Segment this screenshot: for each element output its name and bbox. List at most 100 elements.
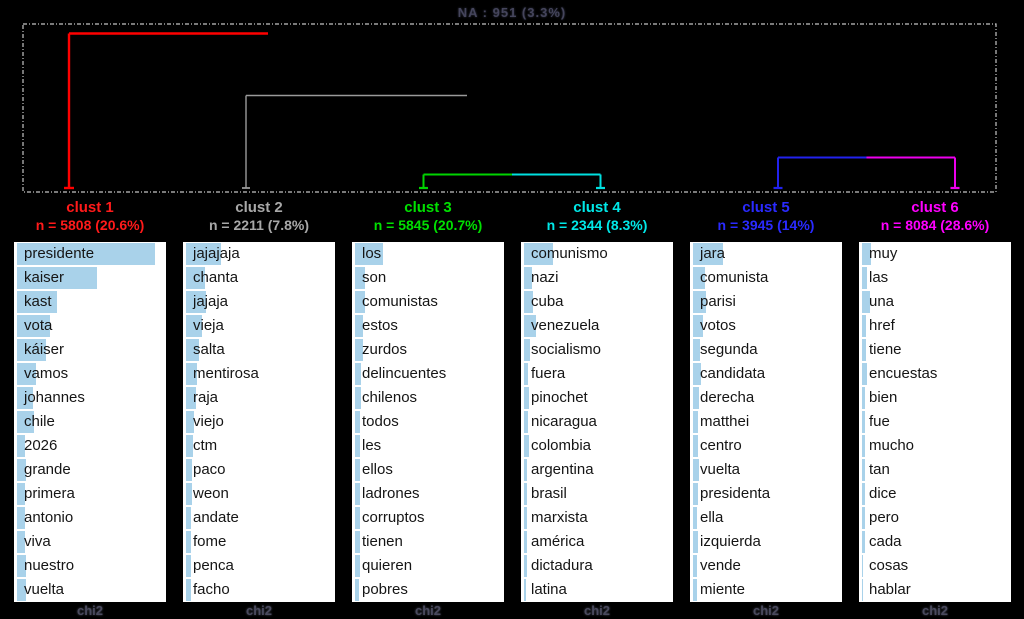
term-chi2-bar [186,507,191,529]
term-chi2-bar [524,363,528,385]
term-chi2-bar [355,339,363,361]
dendrogram [22,23,997,193]
cluster-n-label: n = 5845 (20.7%) [373,217,483,233]
term-label: comunistas [362,293,438,310]
term-chi2-bar [355,363,361,385]
term-chi2-bar [524,435,529,457]
term-chi2-bar [524,339,530,361]
term-chi2-bar [355,483,360,505]
term-row: tiene [859,338,1011,362]
term-chi2-bar [693,435,698,457]
term-row: centro [690,434,842,458]
term-chi2-bar [693,267,705,289]
term-chi2-bar [17,339,46,361]
term-row: kaiser [14,266,166,290]
term-row: mentirosa [183,362,335,386]
term-label: presidenta [700,485,771,502]
term-row: presidente [14,242,166,266]
term-chi2-bar [186,243,221,265]
term-label: comunista [700,269,769,286]
term-row: muy [859,242,1011,266]
term-row: jajajaja [183,242,335,266]
term-row: chanta [183,266,335,290]
term-row: weon [183,482,335,506]
term-row: comunismo [521,242,673,266]
term-row: dictadura [521,554,673,578]
term-row: vamos [14,362,166,386]
term-label: votos [700,317,736,334]
dendrogram-frame [22,23,997,193]
term-row: 2026 [14,434,166,458]
cluster-title: clust 6 [911,199,959,216]
term-row: nicaragua [521,410,673,434]
term-chi2-bar [355,291,365,313]
term-row: izquierda [690,530,842,554]
term-chi2-bar [355,555,360,577]
term-chi2-bar [693,243,723,265]
term-row: candidata [690,362,842,386]
term-chi2-bar [524,243,553,265]
term-chi2-bar [862,387,865,409]
term-row: ella [690,506,842,530]
term-label: kast [24,293,52,310]
term-label: fuera [531,365,566,382]
term-chi2-bar [355,579,359,601]
term-row: penca [183,554,335,578]
term-row: zurdos [352,338,504,362]
term-chi2-bar [17,507,25,529]
term-label: vuelta [700,461,741,478]
term-chi2-bar [693,315,703,337]
term-chi2-bar [524,291,533,313]
term-row: son [352,266,504,290]
term-label: salta [193,341,225,358]
term-row: las [859,266,1011,290]
term-chi2-bar [524,267,532,289]
term-chi2-bar [862,507,865,529]
term-row: presidenta [690,482,842,506]
term-label: centro [700,437,742,454]
term-label: venezuela [531,317,600,334]
cluster-n-label: n = 2344 (8.3%) [546,217,648,233]
term-label: ctm [193,437,218,454]
term-row: vuelta [690,458,842,482]
term-label: hablar [869,581,911,598]
term-row: cada [859,530,1011,554]
term-chi2-bar [186,435,193,457]
term-label: mucho [869,437,915,454]
term-label: bien [869,389,898,406]
term-label: mentirosa [193,365,259,382]
term-row: tan [859,458,1011,482]
term-row: una [859,290,1011,314]
term-row: andate [183,506,335,530]
term-label: tan [869,461,890,478]
term-chi2-bar [17,387,33,409]
term-chi2-bar [186,483,192,505]
term-label: dice [869,485,897,502]
term-chi2-bar [524,387,529,409]
term-chi2-bar [355,387,361,409]
term-chi2-bar [17,483,25,505]
term-label: segunda [700,341,758,358]
term-label: argentina [531,461,594,478]
term-chi2-bar [186,387,196,409]
term-label: cosas [869,557,909,574]
term-label: ellos [362,461,393,478]
term-row: raja [183,386,335,410]
term-label: viva [24,533,51,550]
term-label: href [869,317,895,334]
term-label: las [869,269,889,286]
axis-label: chi2 [245,603,272,618]
term-chi2-bar [693,291,706,313]
term-row: vieja [183,314,335,338]
term-label: vende [700,557,741,574]
term-label: miente [700,581,746,598]
term-label: matthei [700,413,750,430]
term-row: socialismo [521,338,673,362]
term-chi2-bar [862,579,863,601]
term-row: ctm [183,434,335,458]
term-label: les [362,437,382,454]
term-chi2-bar [17,435,25,457]
term-chi2-bar [355,507,360,529]
term-row: hablar [859,578,1011,602]
term-row: salta [183,338,335,362]
